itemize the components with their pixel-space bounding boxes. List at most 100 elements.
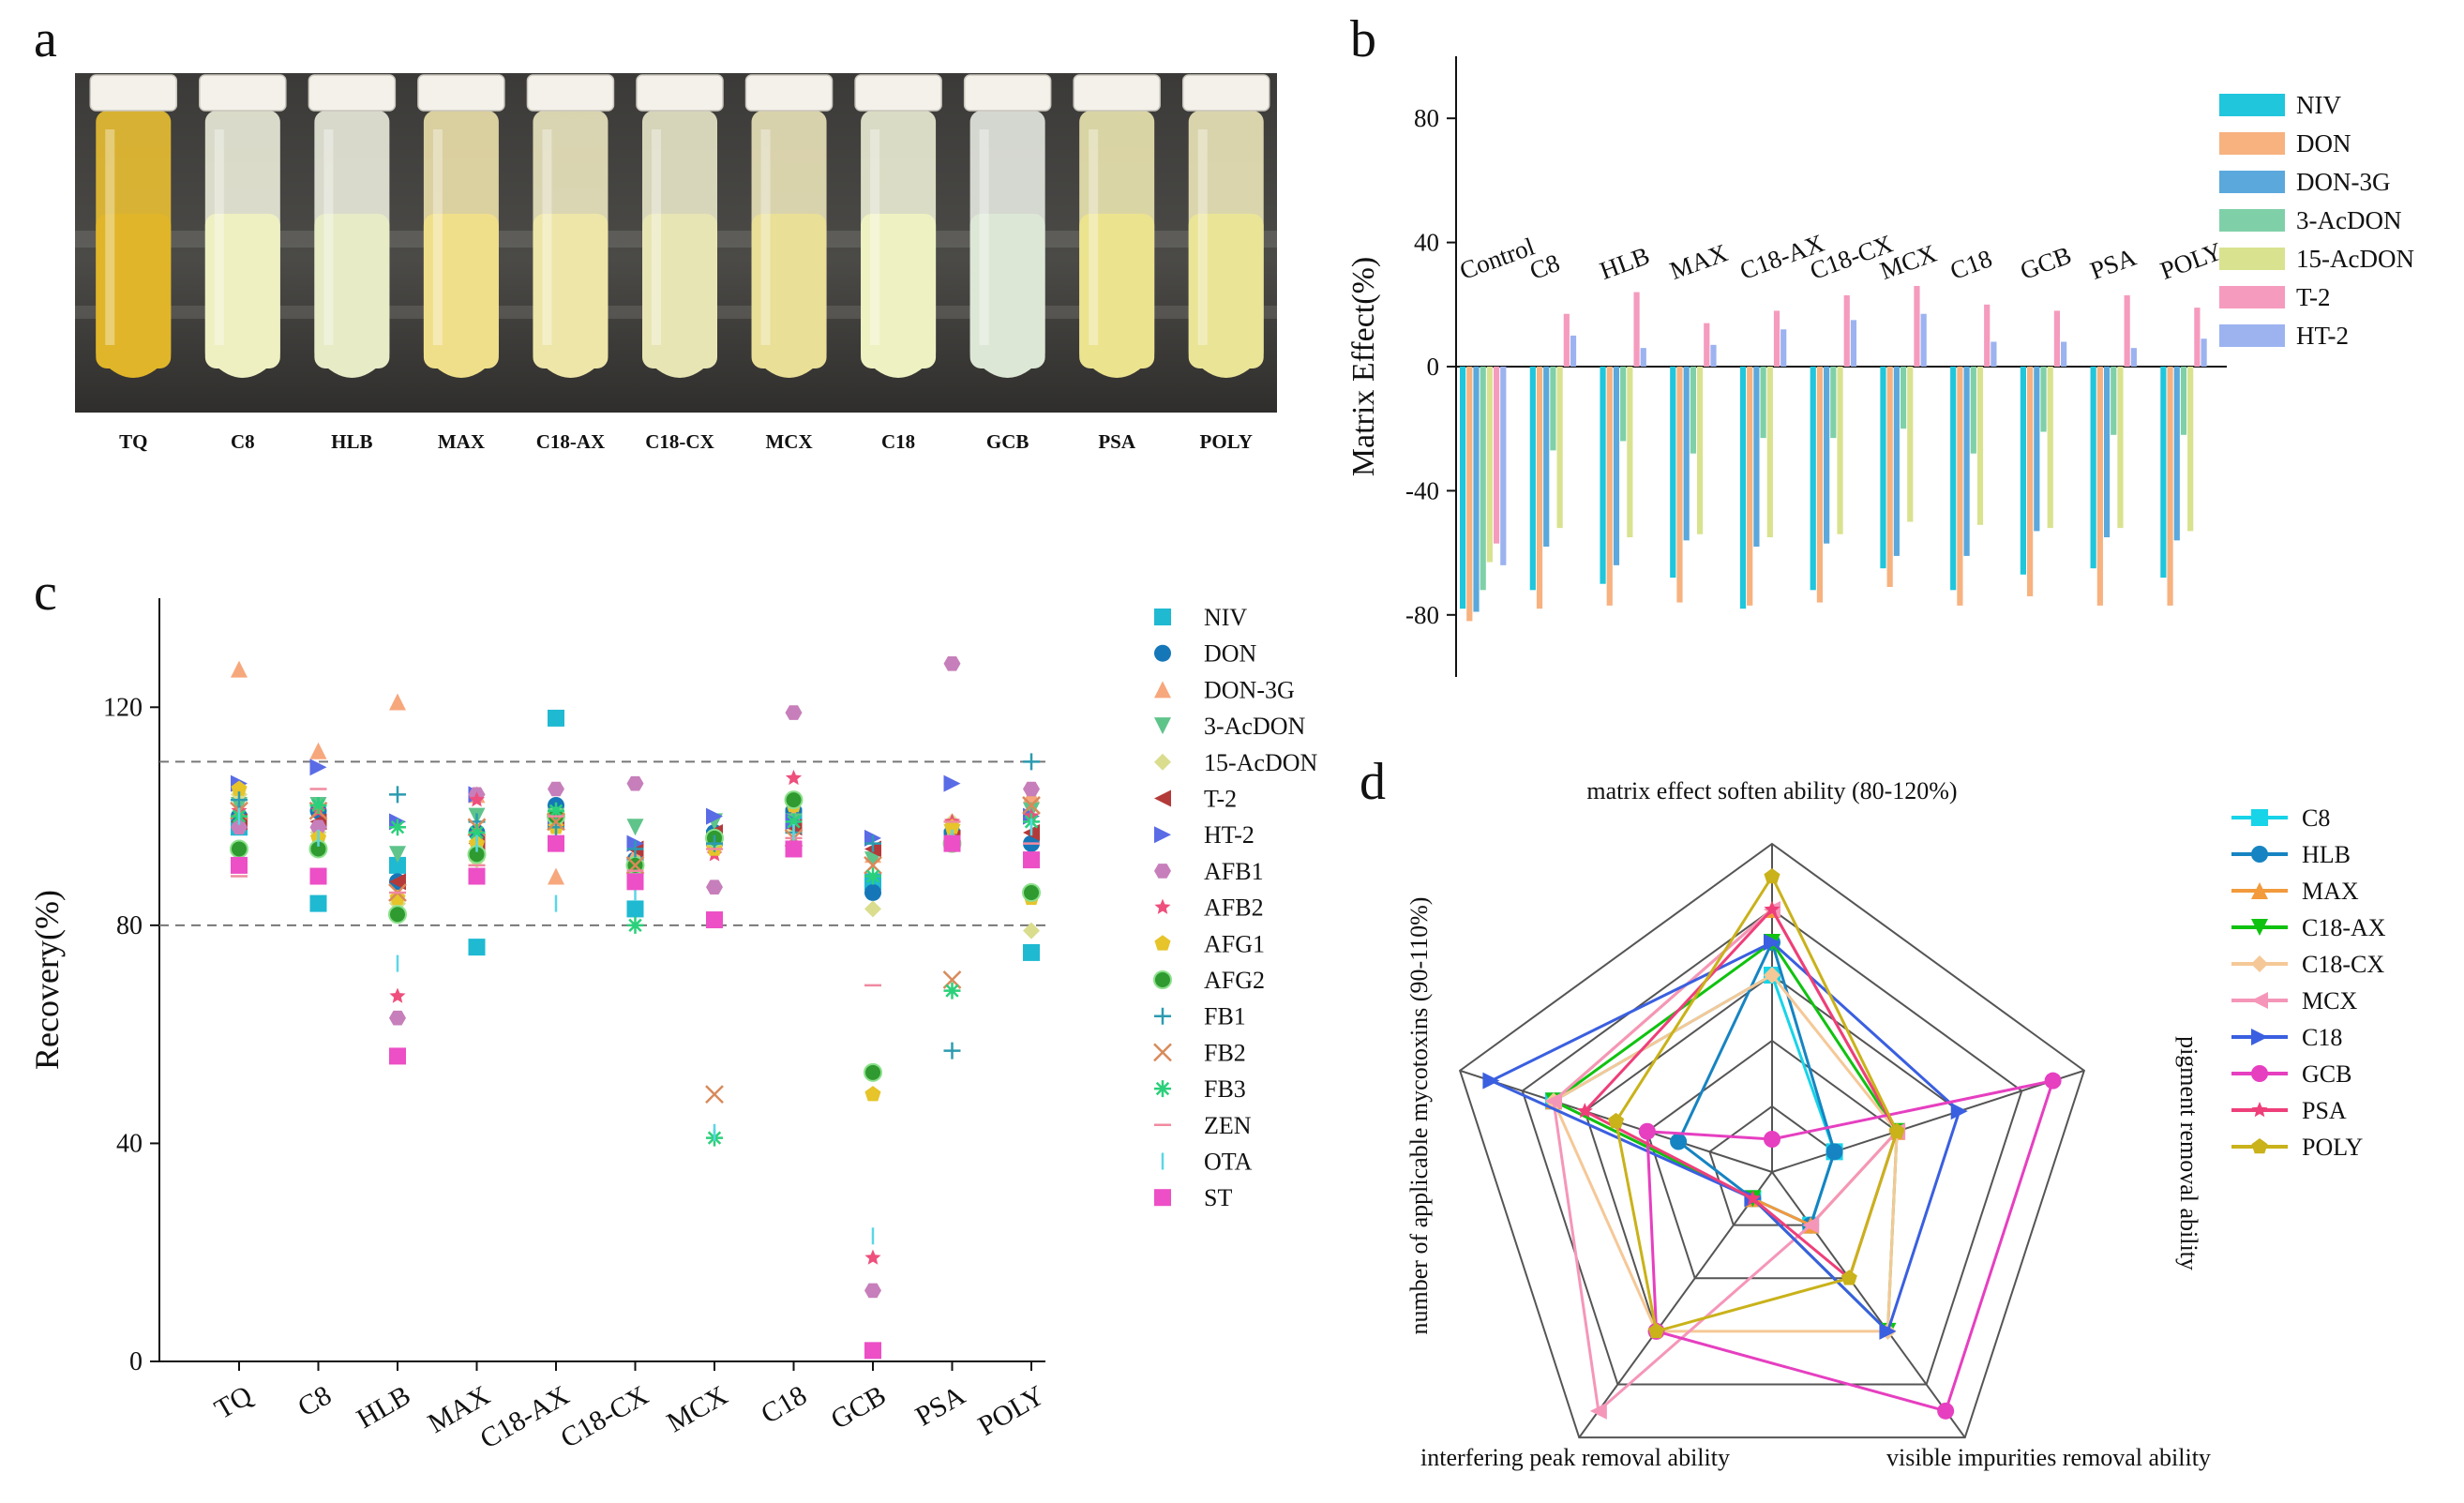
bar-don-3g-c8 xyxy=(1543,367,1550,547)
bar-t-2-c18-cx xyxy=(1843,294,1850,367)
bar-niv-max xyxy=(1670,367,1676,579)
bar-3-acdon-mcx xyxy=(1900,367,1907,429)
legend-marker-c18-ax xyxy=(2251,919,2268,936)
bar-don-3g-poly xyxy=(2173,367,2180,541)
legend-swatch-ht-2 xyxy=(2219,324,2285,347)
point-afb1-tq xyxy=(231,819,248,834)
radar-line-mcx xyxy=(1552,907,1899,1414)
legend-label-st: ST xyxy=(1204,1184,1232,1211)
y-tick-label: 40 xyxy=(1414,229,1439,257)
point-afb1-gcb xyxy=(864,1283,881,1299)
tube-c18-cx xyxy=(636,74,724,378)
point-afb1-c8 xyxy=(309,819,327,834)
bar-ht-2-c8 xyxy=(1570,335,1577,367)
radar-point-gcb xyxy=(1764,1131,1780,1148)
tube-mcx xyxy=(744,74,834,378)
tube-highlight xyxy=(979,129,989,345)
tube-highlight xyxy=(760,129,771,345)
point-fb3-c8 xyxy=(309,796,327,814)
legend-marker-afb1 xyxy=(1154,864,1171,879)
tube-liquid xyxy=(204,214,280,368)
tube-cap xyxy=(199,74,287,112)
legend-swatch-3-acdon xyxy=(2219,209,2285,232)
x-tick-label-mcx: MCX xyxy=(662,1379,733,1438)
bar-don-control xyxy=(1466,367,1473,622)
bar-3-acdon-c8 xyxy=(1550,367,1556,451)
point-afb1-hlb xyxy=(389,1010,406,1026)
legend-label-afb2: AFB2 xyxy=(1204,894,1264,922)
bar-15-acdon-c18-cx xyxy=(1837,367,1843,534)
radar-point-c18 xyxy=(1482,1072,1500,1090)
tube-c18 xyxy=(854,74,942,378)
tube-highlight xyxy=(652,129,661,345)
point-st-poly xyxy=(1023,851,1040,869)
bar-3-acdon-poly xyxy=(2180,367,2187,435)
radar-point-gcb xyxy=(2044,1072,2062,1090)
bar-ht-2-hlb xyxy=(1640,348,1646,367)
bar-ht-2-gcb xyxy=(2061,341,2067,367)
tube-bottom xyxy=(751,354,827,378)
tube-label-poly: POLY xyxy=(1200,430,1253,453)
tube-cap xyxy=(1073,74,1161,112)
bar-15-acdon-poly xyxy=(2187,367,2194,532)
bar-niv-control xyxy=(1460,367,1466,609)
radar-point-mcx xyxy=(1589,1402,1607,1420)
legend-label-zen: ZEN xyxy=(1204,1112,1252,1139)
radar-point-psa xyxy=(1764,901,1780,917)
legend-label-afg1: AFG1 xyxy=(1204,930,1265,957)
panel-letter-a: a xyxy=(34,10,57,68)
point-afg1-gcb xyxy=(864,1086,881,1102)
panel-letter-b: b xyxy=(1350,10,1376,68)
radar-spoke xyxy=(1578,1171,1773,1438)
point-15-acdon-gcb xyxy=(864,900,881,918)
axis-label-interfering-peak: interfering peak removal ability xyxy=(1420,1444,1730,1471)
bar-don-c18-cx xyxy=(1816,367,1824,603)
bar-15-acdon-control xyxy=(1486,367,1493,563)
bar-ht-2-c18 xyxy=(1991,341,1997,367)
x-tick-label-gcb: GCB xyxy=(826,1379,892,1435)
bar-t-2-max xyxy=(1704,323,1710,367)
legend-marker-max xyxy=(2251,882,2268,899)
bar-15-acdon-c8 xyxy=(1556,367,1563,529)
tube-bottom xyxy=(204,354,280,378)
x-tick-label-poly: POLY xyxy=(973,1379,1050,1441)
radar-point-poly xyxy=(1764,868,1780,884)
point-fb1-psa xyxy=(943,1042,961,1060)
bar-ht-2-psa xyxy=(2130,348,2137,367)
legend-swatch-t-2 xyxy=(2219,286,2285,308)
point-niv-hlb xyxy=(389,856,406,874)
point-fb2-poly xyxy=(1022,796,1041,815)
legend-label-don-3g: DON-3G xyxy=(1204,676,1295,703)
tube-c8 xyxy=(199,74,287,378)
radar-ring-1 xyxy=(1708,1105,1836,1226)
bar-don-3g-c18-cx xyxy=(1824,367,1830,544)
tube-liquid xyxy=(861,214,937,368)
series-ht-2 xyxy=(231,759,1040,852)
bar-3-acdon-max xyxy=(1690,367,1696,454)
point-3-acdon-gcb xyxy=(864,851,881,869)
legend-marker-niv xyxy=(1154,609,1171,625)
point-afg2-tq xyxy=(230,839,248,859)
bar-15-acdon-max xyxy=(1696,367,1704,534)
tube-highlight xyxy=(1089,129,1099,345)
bar-niv-psa xyxy=(2090,367,2096,569)
point-afg2-gcb xyxy=(864,1062,882,1082)
legend-marker-poly xyxy=(2251,1138,2268,1154)
point-st-c18-cx xyxy=(626,873,644,891)
tube-cap xyxy=(89,74,178,112)
legend-label-poly: POLY xyxy=(2302,1134,2364,1161)
point-afg2-poly xyxy=(1022,882,1041,902)
category-label-max: MAX xyxy=(1666,238,1732,285)
legend-label-c18-ax: C18-AX xyxy=(2302,914,2386,941)
point-st-mcx xyxy=(706,911,723,929)
tube-bottom xyxy=(423,354,499,378)
tube-cap xyxy=(744,74,834,112)
tube-c18-ax xyxy=(526,74,615,378)
point-afb1-c18-ax xyxy=(548,781,564,797)
point-fb3-hlb xyxy=(389,819,406,836)
x-tick-label-c18: C18 xyxy=(756,1379,812,1430)
tube-label-c18-cx: C18-CX xyxy=(645,430,714,453)
bar-don-max xyxy=(1676,367,1683,603)
tube-liquid xyxy=(751,214,827,368)
radar-line-gcb xyxy=(1645,1078,2055,1413)
